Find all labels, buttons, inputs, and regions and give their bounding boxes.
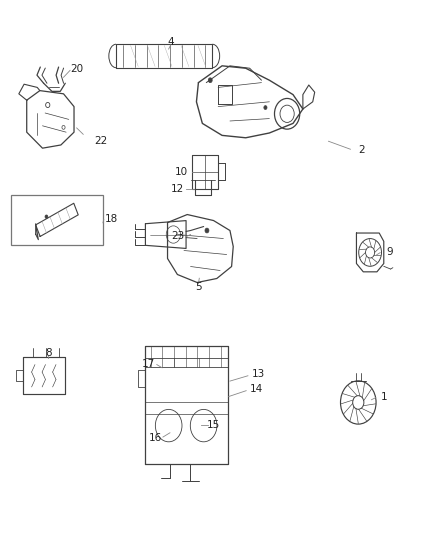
Text: 16: 16 bbox=[149, 433, 162, 443]
Text: 5: 5 bbox=[195, 282, 202, 292]
Text: 14: 14 bbox=[250, 384, 263, 394]
Text: 18: 18 bbox=[105, 214, 118, 223]
Text: 8: 8 bbox=[45, 348, 52, 358]
Text: 20: 20 bbox=[70, 64, 83, 74]
Text: 2: 2 bbox=[358, 146, 365, 155]
Text: 13: 13 bbox=[252, 369, 265, 379]
Circle shape bbox=[45, 215, 48, 219]
Text: 17: 17 bbox=[141, 359, 155, 368]
Text: 1: 1 bbox=[381, 392, 388, 402]
Text: 10: 10 bbox=[175, 167, 188, 176]
Text: 9: 9 bbox=[386, 247, 393, 256]
Circle shape bbox=[205, 228, 209, 233]
Text: 23: 23 bbox=[171, 231, 184, 240]
Circle shape bbox=[208, 78, 212, 83]
Text: 15: 15 bbox=[207, 421, 220, 430]
Circle shape bbox=[264, 106, 267, 109]
Text: 4: 4 bbox=[167, 37, 174, 46]
Text: 22: 22 bbox=[94, 136, 107, 146]
Text: 12: 12 bbox=[171, 184, 184, 194]
